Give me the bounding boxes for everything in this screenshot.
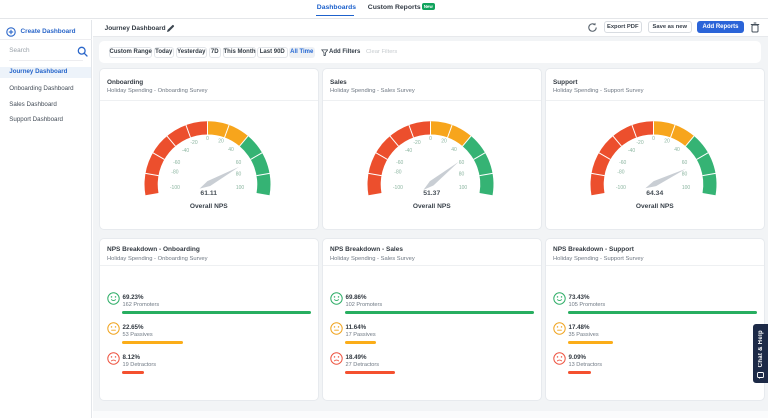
- svg-text:-20: -20: [636, 140, 643, 146]
- svg-text:-40: -40: [182, 148, 189, 154]
- svg-text:100: 100: [236, 185, 245, 191]
- svg-text:-80: -80: [394, 170, 401, 176]
- svg-text:0: 0: [206, 136, 209, 142]
- svg-text:80: 80: [459, 172, 465, 178]
- svg-text:40: 40: [674, 147, 680, 153]
- svg-text:-60: -60: [173, 160, 180, 166]
- svg-text:-80: -80: [171, 170, 178, 176]
- svg-text:80: 80: [682, 172, 688, 178]
- svg-text:60: 60: [236, 160, 242, 166]
- svg-text:-40: -40: [628, 148, 635, 154]
- svg-text:60: 60: [459, 160, 465, 166]
- svg-text:20: 20: [218, 139, 224, 145]
- svg-text:-60: -60: [396, 160, 403, 166]
- svg-text:0: 0: [652, 136, 655, 142]
- svg-text:20: 20: [441, 139, 447, 145]
- svg-text:40: 40: [451, 147, 457, 153]
- svg-text:-100: -100: [170, 185, 180, 191]
- svg-text:0: 0: [429, 136, 432, 142]
- svg-text:-80: -80: [617, 170, 624, 176]
- svg-text:20: 20: [664, 139, 670, 145]
- svg-text:80: 80: [236, 172, 242, 178]
- svg-text:-20: -20: [190, 140, 197, 146]
- svg-text:-100: -100: [393, 185, 403, 191]
- svg-text:40: 40: [228, 147, 234, 153]
- svg-text:-60: -60: [619, 160, 626, 166]
- svg-text:-100: -100: [616, 185, 626, 191]
- svg-text:-40: -40: [405, 148, 412, 154]
- svg-text:100: 100: [682, 185, 691, 191]
- svg-text:60: 60: [682, 160, 688, 166]
- svg-text:100: 100: [459, 185, 468, 191]
- svg-text:-20: -20: [413, 140, 420, 146]
